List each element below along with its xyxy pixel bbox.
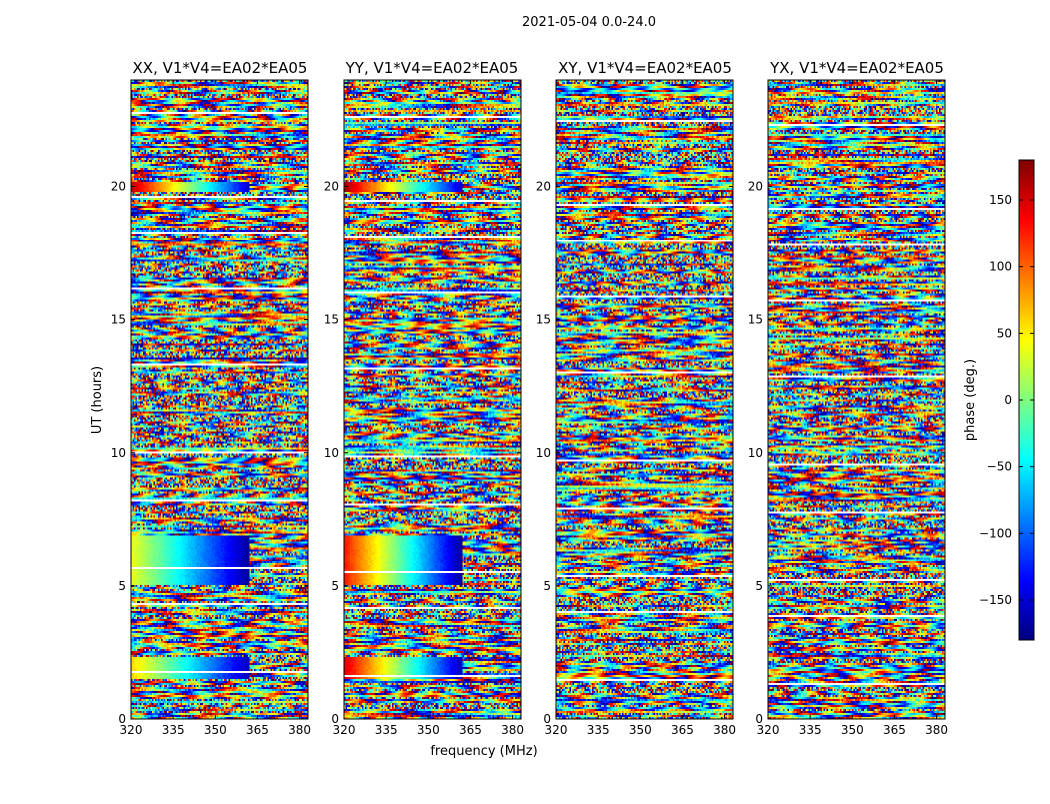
x-tick-label: 335 bbox=[587, 723, 610, 737]
panel-xy: XY, V1*V4=EA02*EA05 320 335 350 365 380 0 5 10 1… bbox=[536, 59, 736, 737]
colorbar-tick-label: 0 bbox=[1004, 393, 1012, 407]
panel-title: YY, V1*V4=EA02*EA05 bbox=[345, 59, 519, 77]
y-tick-label: 20 bbox=[111, 180, 126, 194]
panel-xx: XX, V1*V4=EA02*EA05 320 335 350 365 380 0 5 10 1… bbox=[111, 59, 311, 737]
x-tick-label: 365 bbox=[671, 723, 694, 737]
x-tick-label: 365 bbox=[246, 723, 269, 737]
y-tick-label: 10 bbox=[536, 446, 551, 460]
colorbar: phase (deg.) −150 −100 −50 0 50 100 150 bbox=[963, 159, 1035, 641]
x-tick-label: 380 bbox=[713, 723, 736, 737]
y-tick-label: 15 bbox=[748, 313, 763, 327]
panel-frame bbox=[130, 79, 309, 720]
x-tick-label: 320 bbox=[545, 723, 568, 737]
x-tick-label: 350 bbox=[841, 723, 864, 737]
y-tick-label: 20 bbox=[324, 180, 339, 194]
y-tick-label: 5 bbox=[331, 579, 339, 593]
colorbar-tick-label: −50 bbox=[987, 460, 1012, 474]
panel-title: XX, V1*V4=EA02*EA05 bbox=[133, 59, 308, 77]
y-tick-label: 15 bbox=[324, 313, 339, 327]
phase-heatmap bbox=[344, 80, 521, 719]
colorbar-tick-label: −100 bbox=[979, 526, 1012, 540]
colorbar-tick-label: 150 bbox=[989, 193, 1012, 207]
x-axis-label: frequency (MHz) bbox=[430, 744, 537, 759]
y-tick-label: 10 bbox=[748, 446, 763, 460]
x-tick-label: 350 bbox=[629, 723, 652, 737]
panel-title: YX, V1*V4=EA02*EA05 bbox=[769, 59, 944, 77]
x-tick-label: 365 bbox=[459, 723, 482, 737]
panel-frame bbox=[343, 79, 522, 720]
colorbar-tick-label: 50 bbox=[997, 326, 1012, 340]
y-tick-label: 0 bbox=[118, 712, 126, 726]
x-tick-label: 320 bbox=[333, 723, 356, 737]
figure-title: 2021-05-04 0.0-24.0 bbox=[522, 15, 656, 30]
y-tick-label: 15 bbox=[111, 313, 126, 327]
panel-frame bbox=[767, 79, 946, 720]
y-tick-label: 0 bbox=[543, 712, 551, 726]
x-tick-label: 380 bbox=[288, 723, 311, 737]
y-tick-label: 5 bbox=[118, 579, 126, 593]
panel-yy: YY, V1*V4=EA02*EA05 320 335 350 365 380 0 5 10 1… bbox=[324, 59, 524, 737]
y-tick-label: 20 bbox=[536, 180, 551, 194]
colorbar-tick-label: −150 bbox=[979, 593, 1012, 607]
y-axis-label: UT (hours) bbox=[90, 366, 105, 434]
y-tick-label: 5 bbox=[755, 579, 763, 593]
x-tick-label: 320 bbox=[120, 723, 143, 737]
x-tick-label: 335 bbox=[162, 723, 185, 737]
x-tick-label: 335 bbox=[375, 723, 398, 737]
y-tick-label: 0 bbox=[331, 712, 339, 726]
y-tick-label: 10 bbox=[111, 446, 126, 460]
panel-yx: YX, V1*V4=EA02*EA05 320 335 350 365 380 0 5 10 1… bbox=[748, 59, 948, 737]
colorbar-label: phase (deg.) bbox=[963, 359, 978, 441]
y-tick-label: 20 bbox=[748, 180, 763, 194]
panel-title: XY, V1*V4=EA02*EA05 bbox=[558, 59, 732, 77]
phase-heatmap bbox=[131, 80, 308, 719]
y-tick-label: 15 bbox=[536, 313, 551, 327]
y-tick-label: 0 bbox=[755, 712, 763, 726]
x-tick-label: 350 bbox=[204, 723, 227, 737]
y-tick-label: 10 bbox=[324, 446, 339, 460]
phase-heatmap bbox=[556, 80, 733, 719]
x-tick-label: 335 bbox=[799, 723, 822, 737]
x-tick-label: 365 bbox=[883, 723, 906, 737]
panel-frame bbox=[555, 79, 734, 720]
x-tick-label: 320 bbox=[757, 723, 780, 737]
colorbar-tick-label: 100 bbox=[989, 260, 1012, 274]
phase-heatmap bbox=[768, 80, 945, 719]
x-tick-label: 350 bbox=[417, 723, 440, 737]
x-tick-label: 380 bbox=[925, 723, 948, 737]
y-tick-label: 5 bbox=[543, 579, 551, 593]
x-tick-label: 380 bbox=[501, 723, 524, 737]
